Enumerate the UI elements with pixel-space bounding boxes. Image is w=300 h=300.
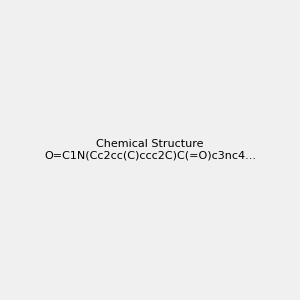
Text: Chemical Structure
O=C1N(Cc2cc(C)ccc2C)C(=O)c3nc4...: Chemical Structure O=C1N(Cc2cc(C)ccc2C)C… xyxy=(44,139,256,161)
